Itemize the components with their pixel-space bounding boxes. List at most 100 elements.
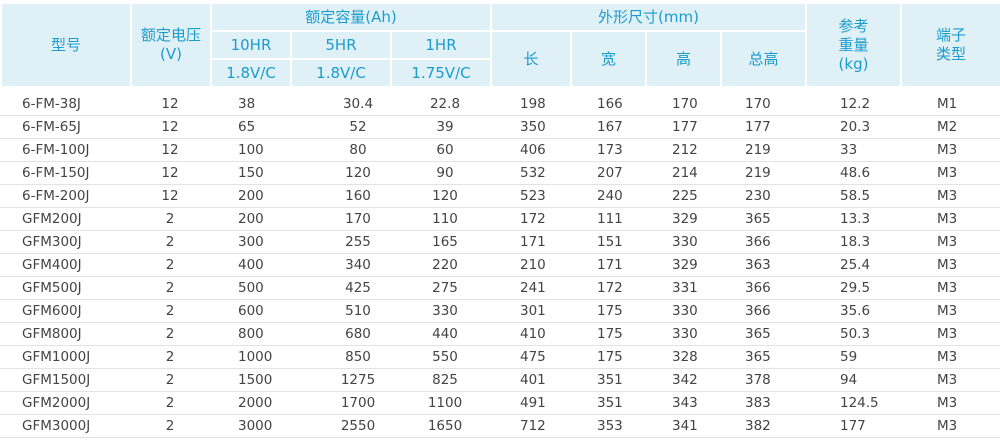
table-cell: 330 [645, 322, 720, 346]
table-cell: 850 [290, 345, 390, 369]
table-cell: 59 [805, 345, 900, 369]
table-row: GFM800J 2 800 680 440 410 175 330 365 50.3 M3 [0, 322, 1000, 346]
dim-header: 长 [490, 30, 573, 88]
table-cell: 351 [570, 391, 645, 415]
table-cell: 400 [210, 253, 290, 277]
terminal-header: 端子 类型 [900, 2, 1000, 88]
table-cell: 3000 [210, 414, 290, 438]
table-cell: 12 [130, 184, 210, 208]
table-cell: 160 [290, 184, 390, 208]
table-cell: 2 [130, 391, 210, 415]
table-cell: 12 [130, 93, 210, 116]
table-cell: 331 [645, 276, 720, 300]
table-cell: M3 [900, 230, 1000, 254]
table-cell: 60 [390, 138, 490, 162]
text: 重量 [838, 35, 869, 54]
table-cell: 94 [805, 368, 900, 392]
table-cell: 175 [570, 345, 645, 369]
table-cell: 363 [720, 253, 805, 277]
table-cell: M3 [900, 345, 1000, 369]
text: 端子 [936, 26, 967, 44]
table-cell: 198 [490, 93, 570, 116]
table-cell: GFM300J [0, 230, 130, 254]
table-cell: 330 [645, 230, 720, 254]
table-cell: 378 [720, 368, 805, 392]
table-cell: M3 [900, 368, 1000, 392]
text: 额定电压 [140, 26, 201, 44]
table-body: 6-FM-38J 12 38 30.4 22.8 198 166 170 170 12.2 M1 6-… [0, 93, 1000, 438]
table-cell: 300 [210, 230, 290, 254]
table-cell: 2000 [210, 391, 290, 415]
table-row: GFM1500J 2 1500 1275 825 401 351 342 378 94 M3 [0, 368, 1000, 392]
table-cell: 6-FM-65J [0, 115, 130, 139]
table-cell: 175 [570, 299, 645, 323]
text: (V) [160, 45, 182, 63]
table-cell: GFM200J [0, 207, 130, 231]
dim-header: 总高 [720, 30, 808, 88]
rate-header: 1HR [389, 30, 493, 60]
table-row: 6-FM-38J 12 38 30.4 22.8 198 166 170 170 12.2 M1 [0, 93, 1000, 116]
text: 类型 [936, 45, 967, 63]
table-cell: 171 [490, 230, 570, 254]
table-row: 6-FM-200J 12 200 160 120 523 240 225 230 58.5 M3 [0, 184, 1000, 208]
table-cell: 6-FM-200J [0, 184, 130, 208]
table-cell: 58.5 [805, 184, 900, 208]
table-cell: 1700 [290, 391, 390, 415]
table-cell: 425 [290, 276, 390, 300]
table-cell: 6-FM-100J [0, 138, 130, 162]
table-cell: 600 [210, 299, 290, 323]
table-cell: 2 [130, 322, 210, 346]
table-cell: GFM800J [0, 322, 130, 346]
table-cell: 2550 [290, 414, 390, 438]
table-cell: 12 [130, 138, 210, 162]
table-cell: 365 [720, 322, 805, 346]
table-cell: 35.6 [805, 299, 900, 323]
table-cell: 382 [720, 414, 805, 438]
table-cell: M1 [900, 93, 1000, 116]
table-row: GFM500J 2 500 425 275 241 172 331 366 29.5 M3 [0, 276, 1000, 300]
table-cell: 207 [570, 161, 645, 185]
table-cell: 365 [720, 207, 805, 231]
table-row: GFM200J 2 200 170 110 172 111 329 365 13.3 M3 [0, 207, 1000, 231]
table-cell: 80 [290, 138, 390, 162]
table-row: GFM3000J 2 3000 2550 1650 712 353 341 382 177 M3 [0, 414, 1000, 438]
table-row: GFM1000J 2 1000 850 550 475 175 328 365 59 M3 [0, 345, 1000, 369]
table-cell: M3 [900, 161, 1000, 185]
table-cell: 825 [390, 368, 490, 392]
table-cell: 2 [130, 368, 210, 392]
table-cell: 340 [290, 253, 390, 277]
table-cell: 406 [490, 138, 570, 162]
table-cell: 165 [390, 230, 490, 254]
table-cell: 22.8 [390, 93, 490, 116]
table-cell: 230 [720, 184, 805, 208]
table-cell: 1500 [210, 368, 290, 392]
table-cell: 177 [720, 115, 805, 139]
table-cell: 210 [490, 253, 570, 277]
table-cell: 12 [130, 161, 210, 185]
table-cell: 124.5 [805, 391, 900, 415]
table-cell: 500 [210, 276, 290, 300]
table-cell: 39 [390, 115, 490, 139]
table-cell: 214 [645, 161, 720, 185]
table-row: GFM400J 2 400 340 220 210 171 329 363 25.4 M3 [0, 253, 1000, 277]
table-cell: 532 [490, 161, 570, 185]
dim-header: 宽 [570, 30, 648, 88]
condition-header: 1.8V/C [290, 58, 392, 88]
table-cell: 353 [570, 414, 645, 438]
table-cell: 343 [645, 391, 720, 415]
table-cell: 680 [290, 322, 390, 346]
table-cell: 175 [570, 322, 645, 346]
table-cell: 25.4 [805, 253, 900, 277]
table-cell: 523 [490, 184, 570, 208]
table-cell: M3 [900, 391, 1000, 415]
table-cell: 166 [570, 93, 645, 116]
table-cell: 170 [645, 93, 720, 116]
table-cell: 151 [570, 230, 645, 254]
table-row: GFM300J 2 300 255 165 171 151 330 366 18.3 M3 [0, 230, 1000, 254]
table-header: 型号 额定电压 (V) 额定容量(Ah) 外形尺寸(mm) 参考 重量 (kg) 端子… [0, 2, 1000, 88]
table-cell: 2 [130, 414, 210, 438]
table-cell: GFM3000J [0, 414, 130, 438]
table-cell: M3 [900, 276, 1000, 300]
table-cell: 800 [210, 322, 290, 346]
